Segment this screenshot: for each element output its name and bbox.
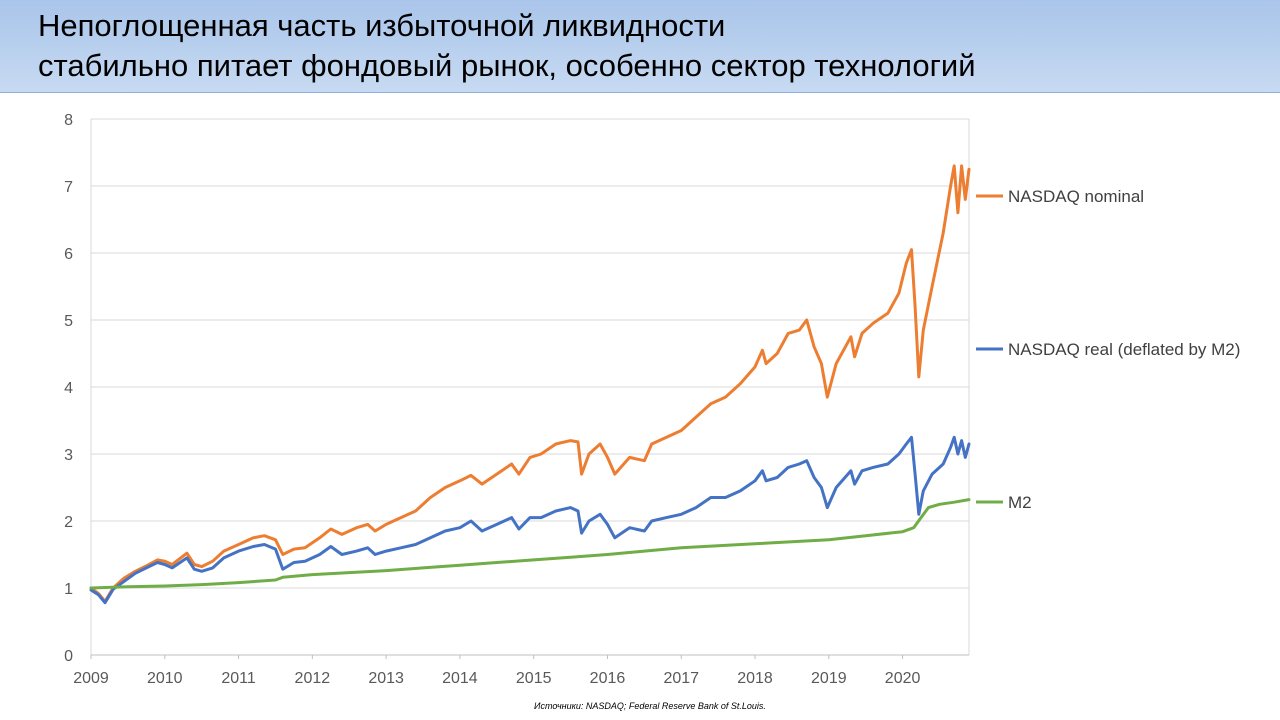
x-tick-label-2017: 2017 [663,670,699,687]
y-tick-label-0: 0 [64,648,73,665]
x-tick-label-2014: 2014 [442,670,478,687]
page-title-line2: стабильно питает фондовый рынок, особенн… [38,48,976,83]
y-tick-label-6: 6 [64,246,73,263]
x-tick-label-2019: 2019 [811,670,847,687]
y-tick-label-1: 1 [64,581,73,598]
x-tick-label-2020: 2020 [885,670,921,687]
x-tick-label-2016: 2016 [590,670,626,687]
chart-legend: NASDAQ nominal NASDAQ real (deflated by M… [976,187,1240,512]
y-tick-label-7: 7 [64,179,73,196]
y-tick-label-4: 4 [64,380,73,397]
y-tick-label-8: 8 [64,112,73,129]
x-tick-label-2012: 2012 [295,670,331,687]
y-tick-label-5: 5 [64,313,73,330]
source-note: Источники: NASDAQ; Federal Reserve Bank … [534,701,766,711]
series-line-2 [89,498,971,590]
x-tick-label-2018: 2018 [737,670,773,687]
series-line-0 [89,164,971,603]
legend-label-0: NASDAQ nominal [1008,187,1144,206]
y-tick-label-2: 2 [64,514,73,531]
chart-gridlines [91,118,969,589]
x-tick-label-2009: 2009 [73,670,109,687]
chart-axes [90,119,970,659]
y-tick-label-3: 3 [64,447,73,464]
x-tick-label-2011: 2011 [221,670,256,687]
x-axis-tick-labels: 2009 2010 2011 2012 2013 2014 2015 2016 2017 2018… [73,670,920,687]
legend-label-1: NASDAQ real (deflated by M2) [1008,340,1240,359]
title-banner: Непоглощенная часть избыточной ликвиднос… [0,0,1280,93]
series-line-1 [89,435,971,605]
x-tick-label-2013: 2013 [368,670,404,687]
chart-series [89,164,971,605]
x-tick-label-2010: 2010 [147,670,183,687]
legend-label-2: M2 [1008,493,1032,512]
y-axis-tick-labels: 0 1 2 3 4 5 6 7 8 [64,112,73,665]
x-tick-label-2015: 2015 [516,670,552,687]
page-title-line1: Непоглощенная часть избыточной ликвиднос… [38,8,726,43]
